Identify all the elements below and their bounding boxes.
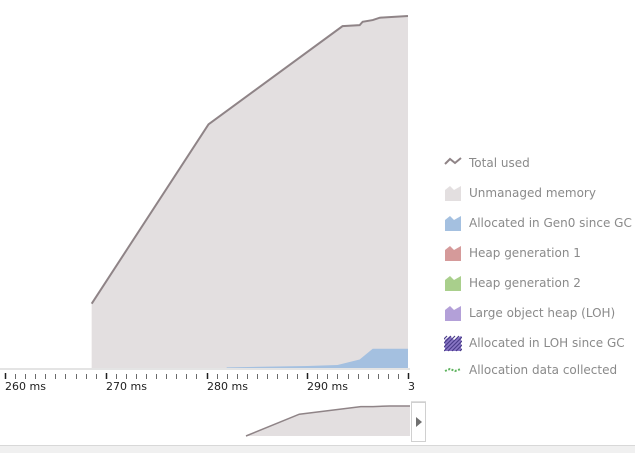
legend-label: Heap generation 2 (469, 276, 581, 290)
legend-label: Large object heap (LOH) (469, 306, 616, 320)
horizontal-scrollbar[interactable] (0, 445, 635, 453)
total-used-line (90, 15, 409, 305)
gen0-area (226, 348, 408, 368)
overview-line (245, 405, 410, 437)
x-tick-label: 280 ms (207, 380, 248, 393)
area-swatch-icon (445, 336, 461, 351)
legend-label: Allocation data collected (469, 363, 618, 377)
timeline-overview[interactable] (0, 398, 427, 444)
x-tick-label: 3 (408, 380, 415, 393)
area-swatch-icon (445, 306, 461, 321)
chevron-right-icon (415, 417, 422, 427)
legend-swatch-unmanaged (445, 186, 461, 201)
legend-swatch-loh-since-gc (444, 335, 462, 352)
area-swatch-icon (445, 276, 461, 291)
legend-swatch-gen2 (445, 276, 461, 291)
legend-item-gen1: Heap generation 1 (444, 244, 581, 262)
hatch-line (444, 335, 460, 352)
hatch-line (447, 336, 462, 352)
overview-expand-button[interactable] (411, 402, 426, 442)
legend-item-gen2: Heap generation 2 (444, 274, 581, 292)
legend-label: Heap generation 1 (469, 246, 581, 260)
legend-item-total: Total used (444, 154, 530, 172)
legend-item-gen0: Allocated in Gen0 since GC (444, 214, 632, 232)
plot-area (90, 15, 409, 368)
hatch-line (444, 335, 456, 348)
hatch-line (444, 335, 448, 340)
overview-area (246, 406, 410, 436)
x-tick-label: 270 ms (106, 380, 147, 393)
x-tick-label: 260 ms (5, 380, 46, 393)
legend-swatch-gen1 (445, 246, 461, 261)
area-swatch-icon (445, 186, 461, 201)
area-swatch-icon (445, 216, 461, 231)
legend-swatch-gen0 (445, 216, 461, 231)
area-swatch-icon (445, 246, 461, 261)
hatch-line (451, 340, 462, 352)
x-tick-label: 290 ms (307, 380, 348, 393)
hatch-line (455, 344, 462, 352)
unmanaged-memory-area (91, 16, 408, 368)
dashed-swatch-icon (444, 367, 462, 373)
x-axis (0, 368, 410, 379)
legend-swatch-total (444, 157, 462, 165)
legend-swatch-loh (445, 306, 461, 321)
legend-swatch-collected (444, 367, 462, 373)
legend-label: Unmanaged memory (469, 186, 596, 200)
legend-item-unmanaged: Unmanaged memory (444, 184, 596, 202)
legend-item-loh-since-gc: Allocated in LOH since GC (444, 334, 625, 352)
legend-item-collected: Allocation data collected (444, 361, 617, 379)
hatch-line (444, 335, 452, 344)
legend-label: Allocated in LOH since GC (469, 336, 625, 350)
legend-label: Allocated in Gen0 since GC (469, 216, 632, 230)
line-swatch-icon (444, 157, 462, 165)
legend-label: Total used (469, 156, 530, 170)
legend-item-loh: Large object heap (LOH) (444, 304, 615, 322)
